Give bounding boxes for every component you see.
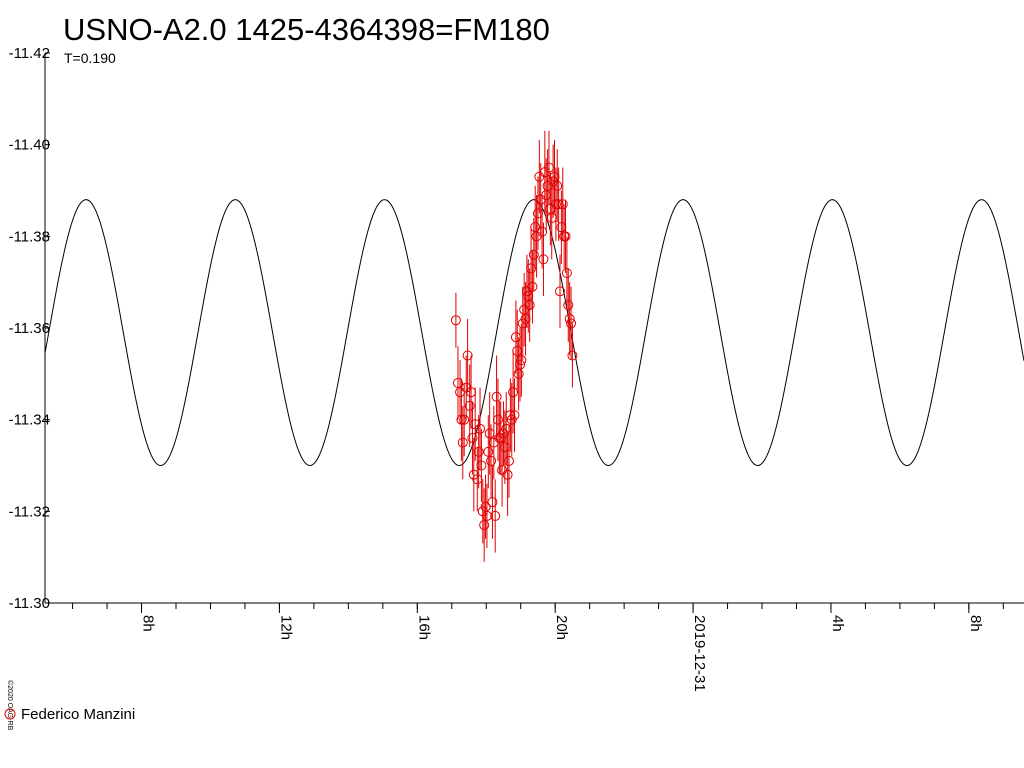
data-point — [473, 446, 484, 457]
x-tick-label: 4h — [829, 615, 846, 632]
y-axis-ticks: -11.42 -11.40 -11.38 -11.36 -11.34 -11.32 -11.… — [9, 45, 50, 612]
data-point — [524, 300, 535, 311]
data-point — [563, 300, 574, 311]
model-curve-line — [44, 199, 1024, 467]
data-point — [538, 254, 549, 265]
data-point — [486, 455, 497, 466]
data-point — [450, 315, 461, 326]
data-point — [557, 199, 568, 210]
y-tick-label: -11.40 — [9, 137, 50, 154]
data-point — [560, 231, 571, 242]
data-point — [502, 469, 513, 480]
data-point — [483, 446, 494, 457]
data-point — [467, 433, 478, 443]
data-point — [462, 350, 473, 361]
data-point — [487, 497, 498, 508]
legend: Federico Manzini — [4, 706, 135, 723]
x-tick-label: 16h — [415, 615, 432, 640]
data-point — [561, 268, 572, 278]
x-tick-label: 8h — [967, 615, 984, 632]
chart-subtitle: T=0.190 — [64, 50, 116, 66]
x-tick-label: 8h — [140, 615, 157, 632]
y-tick-label: -11.36 — [9, 320, 50, 337]
data-point — [527, 281, 538, 292]
data-point — [528, 249, 539, 260]
data-point — [464, 400, 475, 411]
data-point — [555, 286, 566, 297]
legend-label: Federico Manzini — [21, 706, 135, 723]
x-tick-label: 2019-12-31 — [691, 615, 708, 692]
data-point — [490, 510, 501, 521]
x-tick-label: 20h — [553, 615, 570, 640]
chart-title: USNO-A2.0 1425-4364398=FM180 — [63, 12, 550, 47]
data-point — [481, 510, 492, 521]
y-tick-label: -11.34 — [9, 412, 50, 429]
legend-marker-icon — [4, 708, 16, 720]
x-tick-label: 12h — [277, 615, 294, 640]
data-point — [516, 355, 527, 366]
data-series-federico-manzini — [450, 130, 578, 562]
data-point — [459, 414, 470, 425]
y-tick-label: -11.38 — [9, 228, 50, 245]
data-point — [566, 318, 577, 329]
model-curve — [44, 199, 1024, 467]
data-point — [552, 180, 563, 191]
data-point — [479, 520, 490, 531]
data-point — [475, 423, 486, 434]
data-point — [452, 378, 463, 388]
y-tick-label: -11.30 — [9, 595, 50, 612]
data-point — [509, 410, 520, 421]
data-point — [476, 460, 487, 471]
data-point — [515, 359, 526, 370]
data-point — [567, 350, 578, 361]
data-point — [503, 455, 514, 466]
y-tick-label: -11.42 — [9, 45, 50, 62]
data-point — [492, 414, 503, 425]
y-tick-label: -11.32 — [9, 503, 50, 520]
data-point — [550, 199, 561, 210]
copyright-credit: ©2020 OAG-RB — [6, 680, 14, 731]
data-point — [491, 391, 502, 402]
axes — [44, 53, 1024, 604]
x-axis-ticks: 8h 12h 16h 20h 2019-12-31 4h 8h — [72, 603, 1004, 692]
data-point — [457, 437, 468, 448]
data-point — [564, 313, 575, 324]
